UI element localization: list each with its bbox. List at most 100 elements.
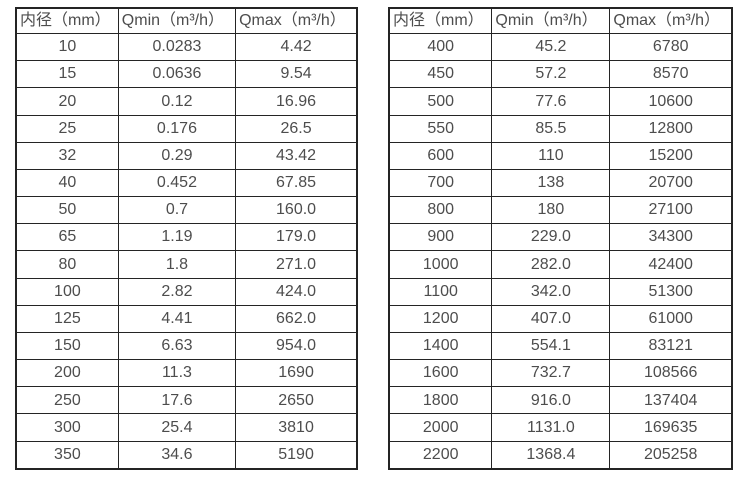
qmin-cell: 6.63: [117, 331, 237, 361]
table-row: 20 0.12 16.96: [15, 87, 358, 116]
qmin-cell: 11.3: [117, 359, 237, 388]
qmin-cell: 4.41: [117, 304, 237, 333]
header-row: 内径（mm） Qmin（m³/h） Qmax（m³/h）: [388, 7, 733, 34]
table-row: 250 17.6 2650: [15, 386, 358, 415]
diameter-cell: 1000: [388, 250, 493, 279]
diameter-cell: 700: [388, 168, 493, 198]
diameter-cell: 50: [15, 196, 119, 225]
qmax-cell: 205258: [609, 440, 733, 470]
column-header-2: Qmax（m³/h）: [235, 7, 358, 34]
diameter-cell: 450: [388, 60, 493, 89]
table-row: 450 57.2 8570: [388, 60, 733, 89]
table-row: 900 229.0 34300: [388, 223, 733, 252]
table-row: 32 0.29 43.42: [15, 141, 358, 170]
diameter-cell: 25: [15, 114, 119, 143]
qmax-cell: 26.5: [235, 114, 358, 143]
qmin-cell: 180: [491, 196, 611, 225]
qmax-cell: 2650: [235, 386, 358, 415]
qmin-cell: 554.1: [491, 331, 611, 361]
qmin-cell: 34.6: [117, 440, 237, 470]
table-row: 50 0.7 160.0: [15, 196, 358, 225]
column-header-0: 内径（mm）: [388, 7, 493, 34]
qmin-cell: 0.29: [117, 141, 237, 170]
table-row: 350 34.6 5190: [15, 440, 358, 470]
qmin-cell: 1.8: [117, 250, 237, 279]
table-row: 1100 342.0 51300: [388, 277, 733, 306]
table-row: 300 25.4 3810: [15, 413, 358, 442]
table-row: 800 180 27100: [388, 196, 733, 225]
table-row: 700 138 20700: [388, 168, 733, 198]
qmin-cell: 0.0283: [117, 32, 237, 62]
table-row: 400 45.2 6780: [388, 32, 733, 62]
qmax-cell: 43.42: [235, 141, 358, 170]
qmax-cell: 34300: [609, 223, 733, 252]
diameter-cell: 400: [388, 32, 493, 62]
table-row: 1400 554.1 83121: [388, 331, 733, 361]
qmax-cell: 20700: [609, 168, 733, 198]
qmin-cell: 342.0: [491, 277, 611, 306]
diameter-cell: 10: [15, 32, 119, 62]
qmax-cell: 10600: [609, 87, 733, 116]
table-row: 1600 732.7 108566: [388, 359, 733, 388]
qmin-cell: 138: [491, 168, 611, 198]
qmin-cell: 0.176: [117, 114, 237, 143]
flow-range-table-large-diameters: 内径（mm） Qmin（m³/h） Qmax（m³/h） 400 45.2 6780 450…: [388, 7, 733, 470]
table-row: 150 6.63 954.0: [15, 331, 358, 361]
qmin-cell: 916.0: [491, 386, 611, 415]
qmax-cell: 12800: [609, 114, 733, 143]
table-row: 65 1.19 179.0: [15, 223, 358, 252]
qmin-cell: 1131.0: [491, 413, 611, 442]
diameter-cell: 100: [15, 277, 119, 306]
qmax-cell: 27100: [609, 196, 733, 225]
diameter-cell: 1100: [388, 277, 493, 306]
qmin-cell: 77.6: [491, 87, 611, 116]
table-row: 100 2.82 424.0: [15, 277, 358, 306]
table-row: 15 0.0636 9.54: [15, 60, 358, 89]
qmin-cell: 110: [491, 141, 611, 170]
qmax-cell: 83121: [609, 331, 733, 361]
qmax-cell: 662.0: [235, 304, 358, 333]
qmax-cell: 67.85: [235, 168, 358, 198]
diameter-cell: 20: [15, 87, 119, 116]
qmax-cell: 6780: [609, 32, 733, 62]
qmin-cell: 1.19: [117, 223, 237, 252]
qmax-cell: 5190: [235, 440, 358, 470]
table-row: 2200 1368.4 205258: [388, 440, 733, 470]
table-row: 125 4.41 662.0: [15, 304, 358, 333]
qmin-cell: 17.6: [117, 386, 237, 415]
qmin-cell: 229.0: [491, 223, 611, 252]
table-row: 1200 407.0 61000: [388, 304, 733, 333]
qmax-cell: 108566: [609, 359, 733, 388]
qmin-cell: 0.7: [117, 196, 237, 225]
qmin-cell: 0.12: [117, 87, 237, 116]
qmin-cell: 282.0: [491, 250, 611, 279]
table-row: 550 85.5 12800: [388, 114, 733, 143]
diameter-cell: 1400: [388, 331, 493, 361]
qmax-cell: 8570: [609, 60, 733, 89]
diameter-cell: 65: [15, 223, 119, 252]
qmin-cell: 0.452: [117, 168, 237, 198]
qmin-cell: 57.2: [491, 60, 611, 89]
diameter-cell: 80: [15, 250, 119, 279]
diameter-cell: 900: [388, 223, 493, 252]
diameter-cell: 200: [15, 359, 119, 388]
qmax-cell: 179.0: [235, 223, 358, 252]
qmax-cell: 954.0: [235, 331, 358, 361]
qmin-cell: 407.0: [491, 304, 611, 333]
diameter-cell: 125: [15, 304, 119, 333]
qmin-cell: 732.7: [491, 359, 611, 388]
diameter-cell: 2000: [388, 413, 493, 442]
column-header-2: Qmax（m³/h）: [609, 7, 733, 34]
qmax-cell: 137404: [609, 386, 733, 415]
qmax-cell: 61000: [609, 304, 733, 333]
column-header-1: Qmin（m³/h）: [117, 7, 237, 34]
qmax-cell: 160.0: [235, 196, 358, 225]
table-row: 500 77.6 10600: [388, 87, 733, 116]
table-row: 25 0.176 26.5: [15, 114, 358, 143]
diameter-cell: 32: [15, 141, 119, 170]
qmax-cell: 4.42: [235, 32, 358, 62]
table-row: 80 1.8 271.0: [15, 250, 358, 279]
qmax-cell: 15200: [609, 141, 733, 170]
table-row: 200 11.3 1690: [15, 359, 358, 388]
